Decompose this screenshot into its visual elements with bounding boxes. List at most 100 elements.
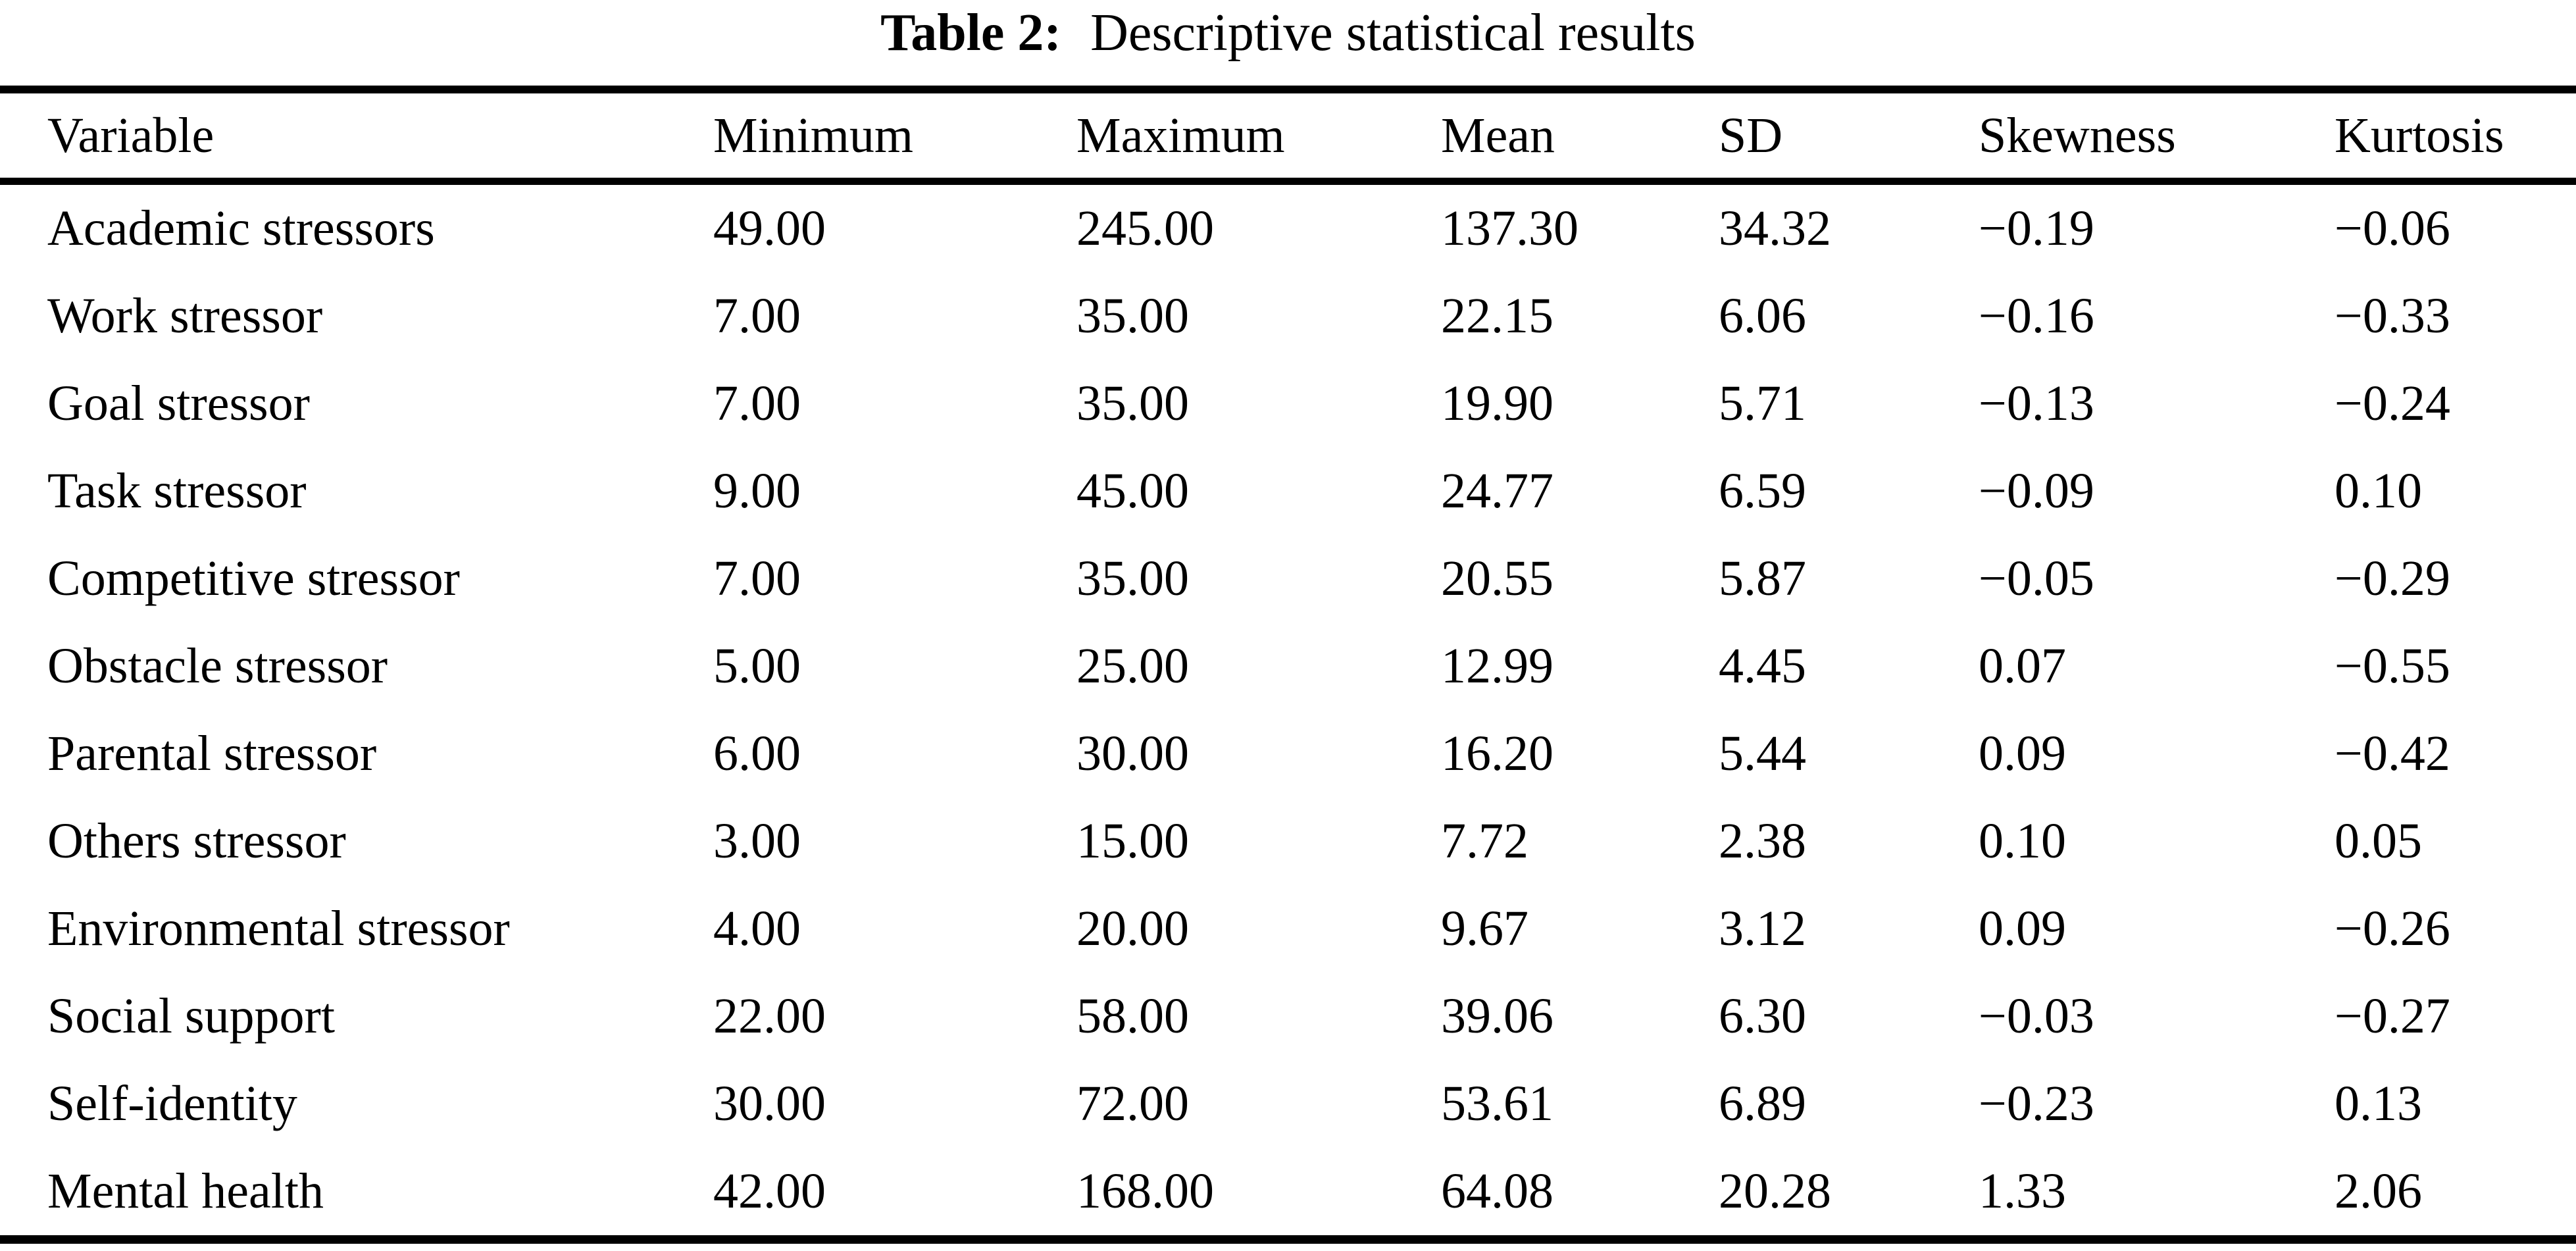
table-row-competitive-stressor: Competitive stressor 7.00 35.00 20.55 5.87 −0…	[0, 535, 2576, 623]
variable-cell: Competitive stressor	[47, 551, 460, 606]
table-row-others-stressor: Others stressor 3.00 15.00 7.72 2.38 0.10 0.05	[0, 798, 2576, 885]
table-row-environmental-stressor: Environmental stressor 4.00 20.00 9.67 3.12 0…	[0, 885, 2576, 973]
column-header-minimum: Minimum	[713, 89, 1076, 185]
table-row-self-identity: Self-identity 30.00 72.00 53.61 6.89 −0.23 0.1…	[0, 1060, 2576, 1148]
value-cell-minimum: 9.00	[713, 463, 801, 519]
value-cell-sd: 5.44	[1719, 726, 1806, 781]
value-cell-skewness: −0.13	[1979, 376, 2094, 431]
value-cell-mean: 137.30	[1441, 201, 1578, 256]
variable-cell: Mental health	[47, 1163, 324, 1219]
table-row-obstacle-stressor: Obstacle stressor 5.00 25.00 12.99 4.45 0.07 −…	[0, 623, 2576, 710]
value-cell-skewness: −0.03	[1979, 988, 2094, 1044]
variable-cell: Self-identity	[47, 1076, 297, 1131]
value-cell-sd: 20.28	[1719, 1163, 1831, 1219]
variable-cell: Work stressor	[47, 288, 323, 344]
value-cell-kurtosis: 2.06	[2335, 1163, 2422, 1219]
value-cell-sd: 3.12	[1719, 901, 1806, 956]
value-cell-kurtosis: −0.26	[2335, 901, 2450, 956]
value-cell-mean: 12.99	[1441, 638, 1553, 694]
value-cell-mean: 7.72	[1441, 813, 1528, 869]
value-cell-maximum: 35.00	[1076, 376, 1189, 431]
value-cell-maximum: 72.00	[1076, 1076, 1189, 1131]
value-cell-minimum: 49.00	[713, 201, 826, 256]
variable-cell: Obstacle stressor	[47, 638, 388, 694]
value-cell-kurtosis: −0.29	[2335, 551, 2450, 606]
value-cell-maximum: 245.00	[1076, 201, 1214, 256]
value-cell-mean: 9.67	[1441, 901, 1528, 956]
descriptive-statistics-table: Variable Minimum Maximum Mean SD Skewness Kurt…	[0, 86, 2576, 1244]
value-cell-minimum: 3.00	[713, 813, 801, 869]
value-cell-skewness: −0.19	[1979, 201, 2094, 256]
value-cell-maximum: 168.00	[1076, 1163, 1214, 1219]
value-cell-minimum: 5.00	[713, 638, 801, 694]
variable-cell: Parental stressor	[47, 726, 377, 781]
value-cell-minimum: 7.00	[713, 551, 801, 606]
value-cell-maximum: 25.00	[1076, 638, 1189, 694]
value-cell-minimum: 4.00	[713, 901, 801, 956]
value-cell-kurtosis: −0.24	[2335, 376, 2450, 431]
column-header-mean: Mean	[1441, 89, 1719, 185]
value-cell-kurtosis: −0.33	[2335, 288, 2450, 344]
header-row: Variable Minimum Maximum Mean SD Skewness Kurt…	[0, 89, 2576, 185]
value-cell-skewness: −0.05	[1979, 551, 2094, 606]
value-cell-skewness: 1.33	[1979, 1163, 2066, 1219]
table-row-academic-stressors: Academic stressors 49.00 245.00 137.30 34.32…	[0, 182, 2576, 273]
value-cell-minimum: 7.00	[713, 376, 801, 431]
value-cell-kurtosis: 0.05	[2335, 813, 2422, 869]
value-cell-minimum: 42.00	[713, 1163, 826, 1219]
value-cell-maximum: 30.00	[1076, 726, 1189, 781]
value-cell-skewness: −0.23	[1979, 1076, 2094, 1131]
table-row-mental-health: Mental health 42.00 168.00 64.08 20.28 1.33 2.…	[0, 1148, 2576, 1240]
column-header-variable: Variable	[0, 89, 713, 185]
value-cell-sd: 5.71	[1719, 376, 1806, 431]
value-cell-mean: 19.90	[1441, 376, 1553, 431]
value-cell-sd: 5.87	[1719, 551, 1806, 606]
value-cell-skewness: 0.10	[1979, 813, 2066, 869]
value-cell-sd: 6.06	[1719, 288, 1806, 344]
column-header-kurtosis: Kurtosis	[2335, 89, 2576, 185]
value-cell-mean: 22.15	[1441, 288, 1553, 344]
value-cell-mean: 20.55	[1441, 551, 1553, 606]
value-cell-kurtosis: 0.10	[2335, 463, 2422, 519]
value-cell-minimum: 7.00	[713, 288, 801, 344]
value-cell-maximum: 35.00	[1076, 288, 1189, 344]
value-cell-maximum: 20.00	[1076, 901, 1189, 956]
value-cell-skewness: 0.07	[1979, 638, 2066, 694]
value-cell-maximum: 35.00	[1076, 551, 1189, 606]
value-cell-minimum: 22.00	[713, 988, 826, 1044]
value-cell-maximum: 45.00	[1076, 463, 1189, 519]
variable-cell: Task stressor	[47, 463, 307, 519]
table-caption: Table 2: Descriptive statistical results	[0, 3, 2576, 63]
column-header-maximum: Maximum	[1076, 89, 1441, 185]
table-caption-label: Table 2:	[880, 4, 1062, 62]
value-cell-mean: 64.08	[1441, 1163, 1553, 1219]
column-header-sd: SD	[1719, 89, 1979, 185]
value-cell-minimum: 30.00	[713, 1076, 826, 1131]
value-cell-sd: 6.30	[1719, 988, 1806, 1044]
table-row-goal-stressor: Goal stressor 7.00 35.00 19.90 5.71 −0.13 −0.2…	[0, 360, 2576, 447]
value-cell-maximum: 15.00	[1076, 813, 1189, 869]
table-row-social-support: Social support 22.00 58.00 39.06 6.30 −0.03 −0…	[0, 973, 2576, 1060]
value-cell-kurtosis: −0.27	[2335, 988, 2450, 1044]
value-cell-skewness: 0.09	[1979, 901, 2066, 956]
value-cell-kurtosis: −0.55	[2335, 638, 2450, 694]
table-row-task-stressor: Task stressor 9.00 45.00 24.77 6.59 −0.09 0.10	[0, 447, 2576, 535]
value-cell-mean: 53.61	[1441, 1076, 1553, 1131]
value-cell-kurtosis: −0.06	[2335, 201, 2450, 256]
value-cell-sd: 2.38	[1719, 813, 1806, 869]
value-cell-sd: 6.89	[1719, 1076, 1806, 1131]
value-cell-skewness: −0.16	[1979, 288, 2094, 344]
value-cell-mean: 16.20	[1441, 726, 1553, 781]
value-cell-sd: 6.59	[1719, 463, 1806, 519]
value-cell-kurtosis: −0.42	[2335, 726, 2450, 781]
variable-cell: Goal stressor	[47, 376, 310, 431]
value-cell-minimum: 6.00	[713, 726, 801, 781]
value-cell-sd: 4.45	[1719, 638, 1806, 694]
variable-cell: Academic stressors	[47, 201, 435, 256]
value-cell-mean: 39.06	[1441, 988, 1553, 1044]
table-row-parental-stressor: Parental stressor 6.00 30.00 16.20 5.44 0.09 −…	[0, 710, 2576, 798]
value-cell-kurtosis: 0.13	[2335, 1076, 2422, 1131]
value-cell-sd: 34.32	[1719, 201, 1831, 256]
column-header-skewness: Skewness	[1979, 89, 2335, 185]
